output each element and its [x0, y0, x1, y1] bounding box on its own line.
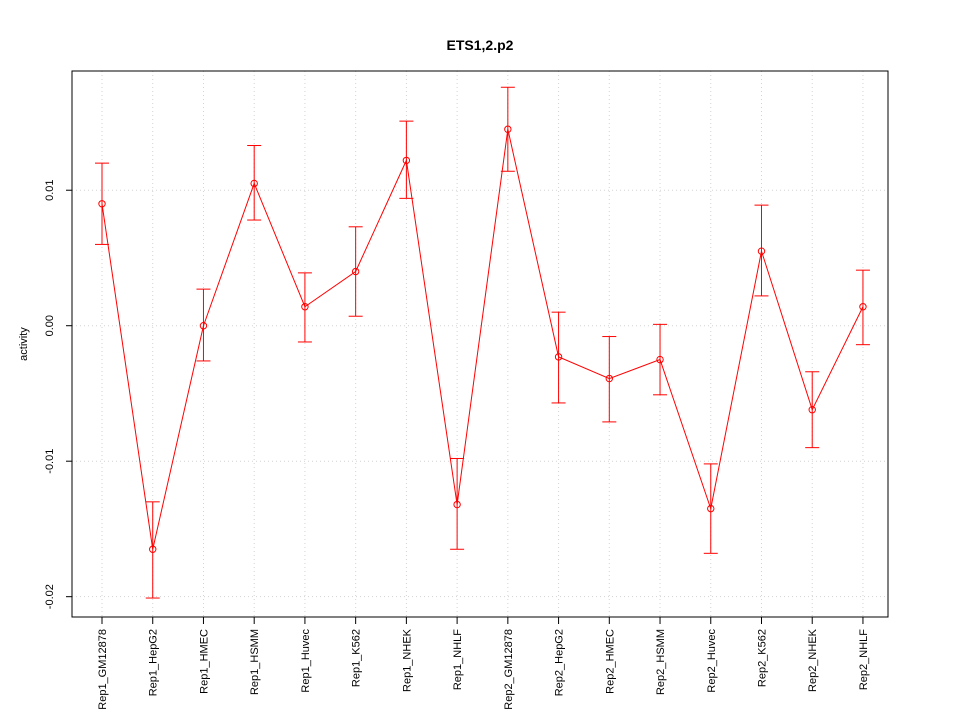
x-tick-label: Rep2_GM12878 [503, 629, 515, 710]
x-tick-label: Rep2_NHLF [858, 629, 870, 690]
data-point [351, 267, 360, 276]
data-point [504, 125, 512, 133]
y-axis: -0.02 -0.01 0.00 0.01 [44, 180, 72, 609]
data-point [554, 353, 563, 361]
x-tick-label: Rep1_HepG2 [148, 629, 160, 696]
chart-title: ETS1,2.p2 [447, 37, 514, 53]
data-point [402, 156, 411, 165]
data-point [199, 322, 208, 330]
x-tick-label: Rep2_HSMM [655, 629, 667, 695]
y-axis-label: activity [18, 327, 30, 361]
data-point [656, 355, 664, 364]
data-point [707, 504, 715, 513]
y-tick-label: 0.00 [44, 315, 56, 336]
y-tick-label: -0.01 [44, 449, 56, 474]
x-tick-label: Rep1_GM12878 [97, 629, 109, 710]
x-tick-label: Rep2_Huvec [706, 629, 718, 693]
data-point [149, 545, 157, 553]
x-tick-label: Rep1_HSMM [249, 629, 261, 695]
x-tick-label: Rep2_NHEK [807, 628, 819, 692]
x-tick-label: Rep1_NHEK [401, 628, 413, 692]
data-point [808, 406, 816, 414]
x-tick-label: Rep1_K562 [351, 629, 363, 687]
x-tick-label: Rep1_HMEC [198, 629, 210, 694]
x-tick-label: Rep1_NHLF [452, 629, 464, 690]
data-point [250, 179, 258, 188]
x-axis: Rep1_GM12878 Rep1_HepG2 Rep1_HMEC Rep1_HSMM… [97, 617, 870, 710]
data-point [98, 200, 106, 208]
series [95, 86, 870, 599]
plot-frame [71, 70, 889, 618]
x-tick-label: Rep2_HepG2 [554, 629, 566, 696]
data-point [757, 247, 766, 255]
x-tick-label: Rep2_HMEC [604, 629, 616, 694]
y-tick-label: -0.02 [44, 584, 56, 609]
data-point [605, 374, 613, 383]
series-line [101, 129, 864, 550]
data-point [301, 303, 309, 311]
y-tick-label: 0.01 [44, 180, 56, 201]
x-tick-label: Rep1_Huvec [300, 629, 312, 693]
x-tick-label: Rep2_K562 [756, 629, 768, 687]
data-point [453, 500, 461, 509]
data-point [859, 303, 867, 311]
